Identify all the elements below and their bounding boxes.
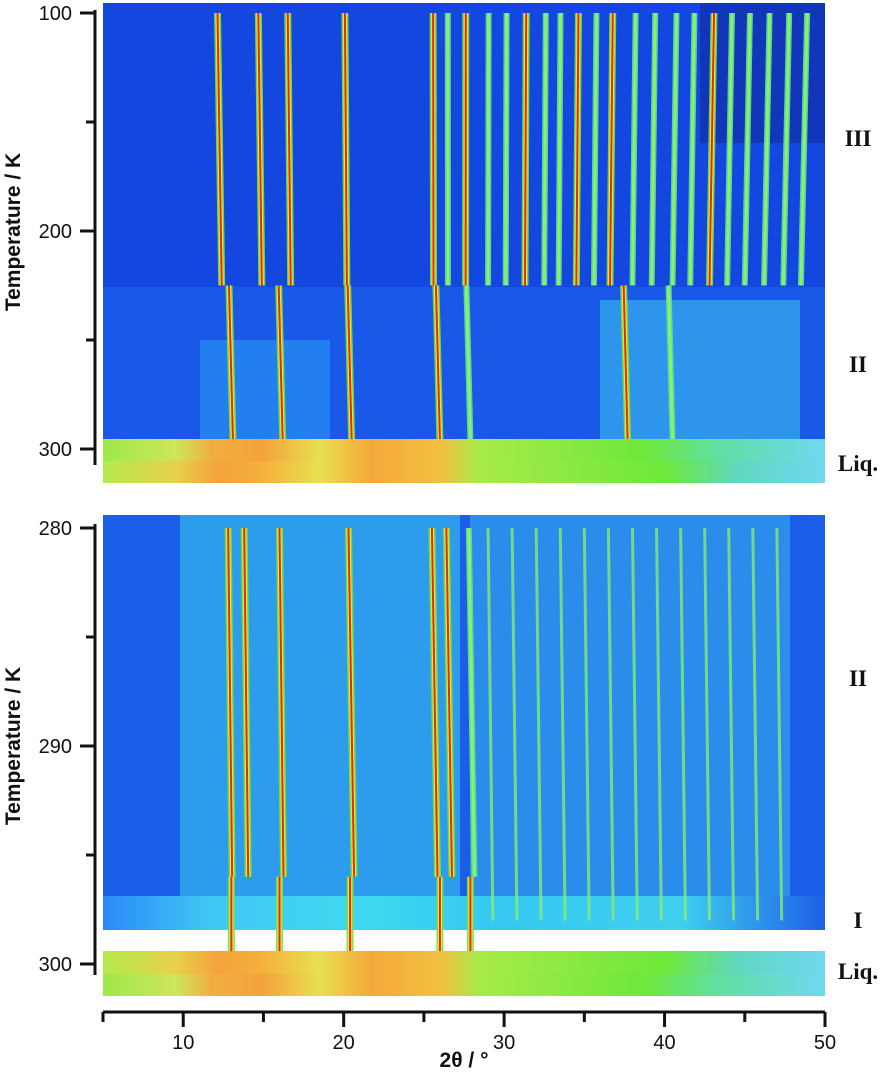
- x-tick-label-20: 20: [333, 1032, 355, 1054]
- peak-II-bottom-5-core: [445, 527, 453, 877]
- y-tick-label-100: 100: [39, 3, 72, 25]
- peak-III-0-core: [216, 12, 223, 286]
- liquid-band-top-a: [103, 439, 825, 461]
- bottom-panel: 280 290 300 Temperature / K 10 20 30 40 50 2…: [2, 515, 878, 1072]
- peak-III-14-core: [609, 12, 614, 286]
- x-tick-label-50: 50: [814, 1032, 836, 1054]
- peak-II-bottom-1-core: [243, 527, 250, 877]
- peak-II-bottom-0-core: [227, 527, 234, 877]
- x-axis-title: 2θ / °: [440, 1049, 489, 1072]
- bottom-peaks: [224, 527, 784, 996]
- x-tick-label-40: 40: [653, 1032, 675, 1054]
- peak-III-12-core: [575, 12, 580, 286]
- y-axis-title-top: Temperature / K: [2, 153, 25, 311]
- peak-III-15-mid: [630, 12, 638, 286]
- y-tick-label-200: 200: [39, 221, 72, 243]
- y-tick-label-290: 290: [39, 736, 72, 758]
- x-axis: 10 20 30 40 50 2θ / °: [101, 1010, 836, 1072]
- phase-label-III-top: III: [845, 126, 872, 151]
- peak-II-bottom-4-core: [430, 527, 439, 877]
- peak-II-bottom-3-core: [347, 527, 356, 877]
- peak-II-top-3-core: [434, 285, 441, 441]
- top-panel: 100 200 300 Temperature / K III II Liq.: [2, 3, 878, 483]
- peak-III-1-core: [257, 12, 263, 286]
- faint-peak-12: [775, 527, 784, 921]
- faint-peak-8: [679, 527, 687, 921]
- phase-II-glow-left: [200, 340, 330, 439]
- x-tick-label-30: 30: [493, 1032, 515, 1054]
- peak-III-17-mid: [671, 12, 678, 286]
- heatmap-top: [103, 3, 825, 483]
- faint-peak-10: [727, 527, 736, 921]
- peak-III-13-mid: [592, 12, 598, 286]
- peak-III-22-mid: [762, 12, 772, 286]
- x-ticks: 10 20 30 40 50: [101, 1012, 836, 1054]
- phase-label-II-top: II: [849, 352, 867, 377]
- faint-peak-6: [630, 527, 639, 921]
- peak-III-2-core: [286, 12, 292, 286]
- phase-II-glow-right-bottom: [470, 515, 790, 896]
- peak-III-19-core: [708, 12, 716, 286]
- phase-label-II-bottom: II: [849, 666, 867, 691]
- x-tick-label-10: 10: [172, 1032, 194, 1054]
- peak-II-bottom-6-mid: [467, 527, 476, 877]
- liquid-band-bottom-a: [103, 951, 825, 974]
- peak-III-20-mid: [725, 12, 734, 286]
- peak-II-top-1-core: [277, 285, 284, 441]
- peak-III-11-mid: [557, 12, 563, 286]
- faint-peak-5: [606, 527, 615, 921]
- y-tick-label-300-bottom: 300: [39, 954, 72, 976]
- faint-peak-2: [534, 527, 543, 921]
- faint-peak-4: [582, 527, 591, 921]
- phase-label-I-bottom: I: [854, 908, 863, 933]
- y-axis-top: 100 200 300 Temperature / K: [2, 3, 97, 465]
- peak-II-bottom-2-core: [278, 527, 285, 877]
- peak-II-top-2-core: [346, 285, 353, 441]
- peak-II-top-6-mid: [667, 285, 675, 441]
- y-tick-label-300: 300: [39, 439, 72, 461]
- faint-peak-9: [703, 527, 711, 921]
- phase-II-glow-mid: [180, 515, 460, 896]
- peak-III-23-mid: [781, 12, 791, 286]
- faint-peak-0: [486, 527, 495, 921]
- peak-III-9-core: [523, 12, 528, 286]
- peak-II-top-0-core: [227, 285, 234, 441]
- peak-III-8-mid: [504, 12, 509, 286]
- heatmap-bottom: [103, 515, 825, 996]
- peak-III-3-core: [343, 12, 348, 286]
- y-axis-bottom: 280 290 300 Temperature / K: [2, 518, 97, 976]
- peak-III-24-mid: [799, 12, 809, 286]
- peak-III-16-mid: [650, 12, 657, 286]
- top-peaks: [214, 12, 811, 441]
- peak-III-10-mid: [542, 12, 548, 286]
- phase-label-liq-top: Liq.: [838, 451, 878, 476]
- phase-II-glow-right: [600, 300, 800, 439]
- faint-peak-1: [510, 527, 519, 921]
- y-tick-label-280: 280: [39, 518, 72, 540]
- peak-III-7-mid: [486, 12, 491, 286]
- peak-III-21-mid: [743, 12, 752, 286]
- liquid-band-top-b: [103, 461, 825, 483]
- peak-II-top-4-mid: [464, 285, 472, 441]
- peak-II-top-5-core: [622, 285, 629, 441]
- y-axis-title-bottom: Temperature / K: [2, 667, 25, 825]
- peak-III-18-mid: [688, 12, 696, 286]
- faint-peak-3: [558, 527, 567, 921]
- liquid-band-bottom-b: [103, 974, 825, 996]
- faint-peak-7: [655, 527, 663, 921]
- phase-label-liq-bottom: Liq.: [838, 959, 878, 984]
- faint-peak-11: [751, 527, 760, 921]
- phase-I-region: [103, 896, 825, 930]
